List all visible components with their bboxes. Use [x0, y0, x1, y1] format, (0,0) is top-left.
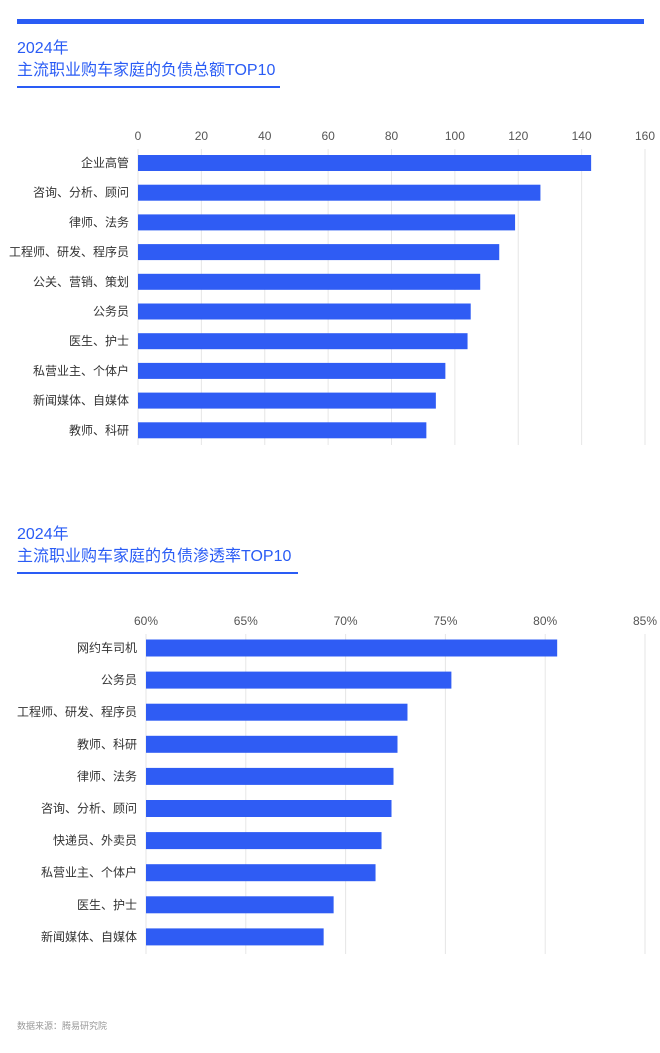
chart2-category-label: 工程师、研发、程序员 [17, 704, 137, 719]
chart1-bar [138, 244, 500, 261]
chart2-svg: 60% 65% 70% 75% 80% 85% 网约车司机公务员工程师、研发、程序员教师、科… [17, 614, 657, 954]
chart1-category-label: 医生、护士 [69, 334, 129, 348]
chart2-bar [146, 832, 382, 850]
chart1-bar [138, 155, 592, 171]
chart2-category-label: 律师、法务 [77, 768, 137, 783]
chart2-tick-label: 80% [533, 614, 557, 628]
chart1-category-label: 私营业主、个体户 [33, 363, 129, 378]
chart1-tick-label: 40 [258, 129, 272, 143]
chart1-bar [138, 422, 427, 439]
header-accent-bar [17, 19, 644, 24]
chart1-category-label: 工程师、研发、程序员 [9, 244, 129, 259]
chart2-tick-label: 75% [433, 614, 457, 628]
chart2: 60% 65% 70% 75% 80% 85% 网约车司机公务员工程师、研发、程序员教师、科… [0, 604, 660, 964]
chart1-svg: 0 20 40 60 80 100 120 140 160 企业高管咨询、分析、顾问律师、法务工程… [9, 129, 655, 445]
chart1-bar [138, 273, 481, 290]
chart2-category-label: 公务员 [101, 672, 137, 687]
chart1-title-underline [17, 86, 280, 88]
chart2-category-label: 网约车司机 [77, 640, 137, 655]
chart1-bar [138, 214, 516, 231]
chart1-title: 主流职业购车家庭的负债总额TOP10 [17, 62, 276, 79]
chart1-category-label: 咨询、分析、顾问 [33, 185, 129, 200]
chart2-tick-label: 60% [134, 614, 158, 628]
chart2-bar [146, 864, 376, 882]
chart2-bar [146, 928, 324, 946]
chart2-category-label: 新闻媒体、自媒体 [41, 929, 137, 944]
chart2-bar [146, 735, 398, 753]
chart2-year: 2024年 [17, 526, 69, 543]
chart2-bar [146, 896, 334, 914]
chart1-category-label: 律师、法务 [69, 214, 129, 229]
chart2-bar [146, 800, 392, 817]
chart1-tick-label: 80 [385, 129, 399, 143]
chart1-tick-label: 20 [195, 129, 209, 143]
chart1-tick-label: 160 [635, 129, 655, 143]
chart2-bar [146, 671, 452, 689]
chart2-title-block: 2024年 主流职业购车家庭的负债渗透率TOP10 [17, 524, 298, 574]
chart2-tick-label: 85% [633, 614, 657, 628]
chart1-tick-label: 140 [572, 129, 592, 143]
chart1-bar [138, 333, 468, 350]
chart2-bar [146, 639, 558, 657]
chart1-tick-label: 0 [135, 129, 142, 143]
chart1-bar [138, 184, 541, 201]
chart2-category-label: 医生、护士 [77, 898, 137, 912]
chart1-category-label: 公关、营销、策划 [33, 275, 129, 289]
chart1-category-label: 公务员 [93, 304, 129, 319]
chart2-bar [146, 703, 408, 721]
chart1-category-label: 教师、科研 [69, 422, 129, 437]
chart1-tick-label: 100 [445, 129, 465, 143]
chart1-tick-label: 60 [321, 129, 335, 143]
chart1-bar [138, 362, 446, 379]
chart2-category-label: 快递员、外卖员 [53, 834, 137, 848]
chart1-bar [138, 392, 436, 409]
chart1: 0 20 40 60 80 100 120 140 160 企业高管咨询、分析、顾问律师、法务工程… [0, 120, 660, 460]
chart1-title-block: 2024年 主流职业购车家庭的负债总额TOP10 [17, 38, 280, 88]
chart1-year: 2024年 [17, 40, 69, 57]
chart2-category-label: 教师、科研 [77, 736, 137, 751]
chart2-category-label: 咨询、分析、顾问 [41, 801, 137, 816]
chart2-title: 主流职业购车家庭的负债渗透率TOP10 [17, 548, 292, 565]
chart2-tick-label: 65% [234, 614, 258, 628]
chart2-bar [146, 767, 394, 785]
chart2-title-underline [17, 572, 298, 574]
chart1-category-label: 新闻媒体、自媒体 [33, 393, 129, 408]
data-source: 数据来源：腾易研究院 [17, 1021, 108, 1031]
chart1-tick-label: 120 [508, 129, 528, 143]
chart2-category-label: 私营业主、个体户 [41, 865, 137, 880]
chart2-tick-label: 70% [334, 614, 358, 628]
chart1-bar [138, 303, 471, 320]
chart1-category-label: 企业高管 [81, 155, 129, 170]
